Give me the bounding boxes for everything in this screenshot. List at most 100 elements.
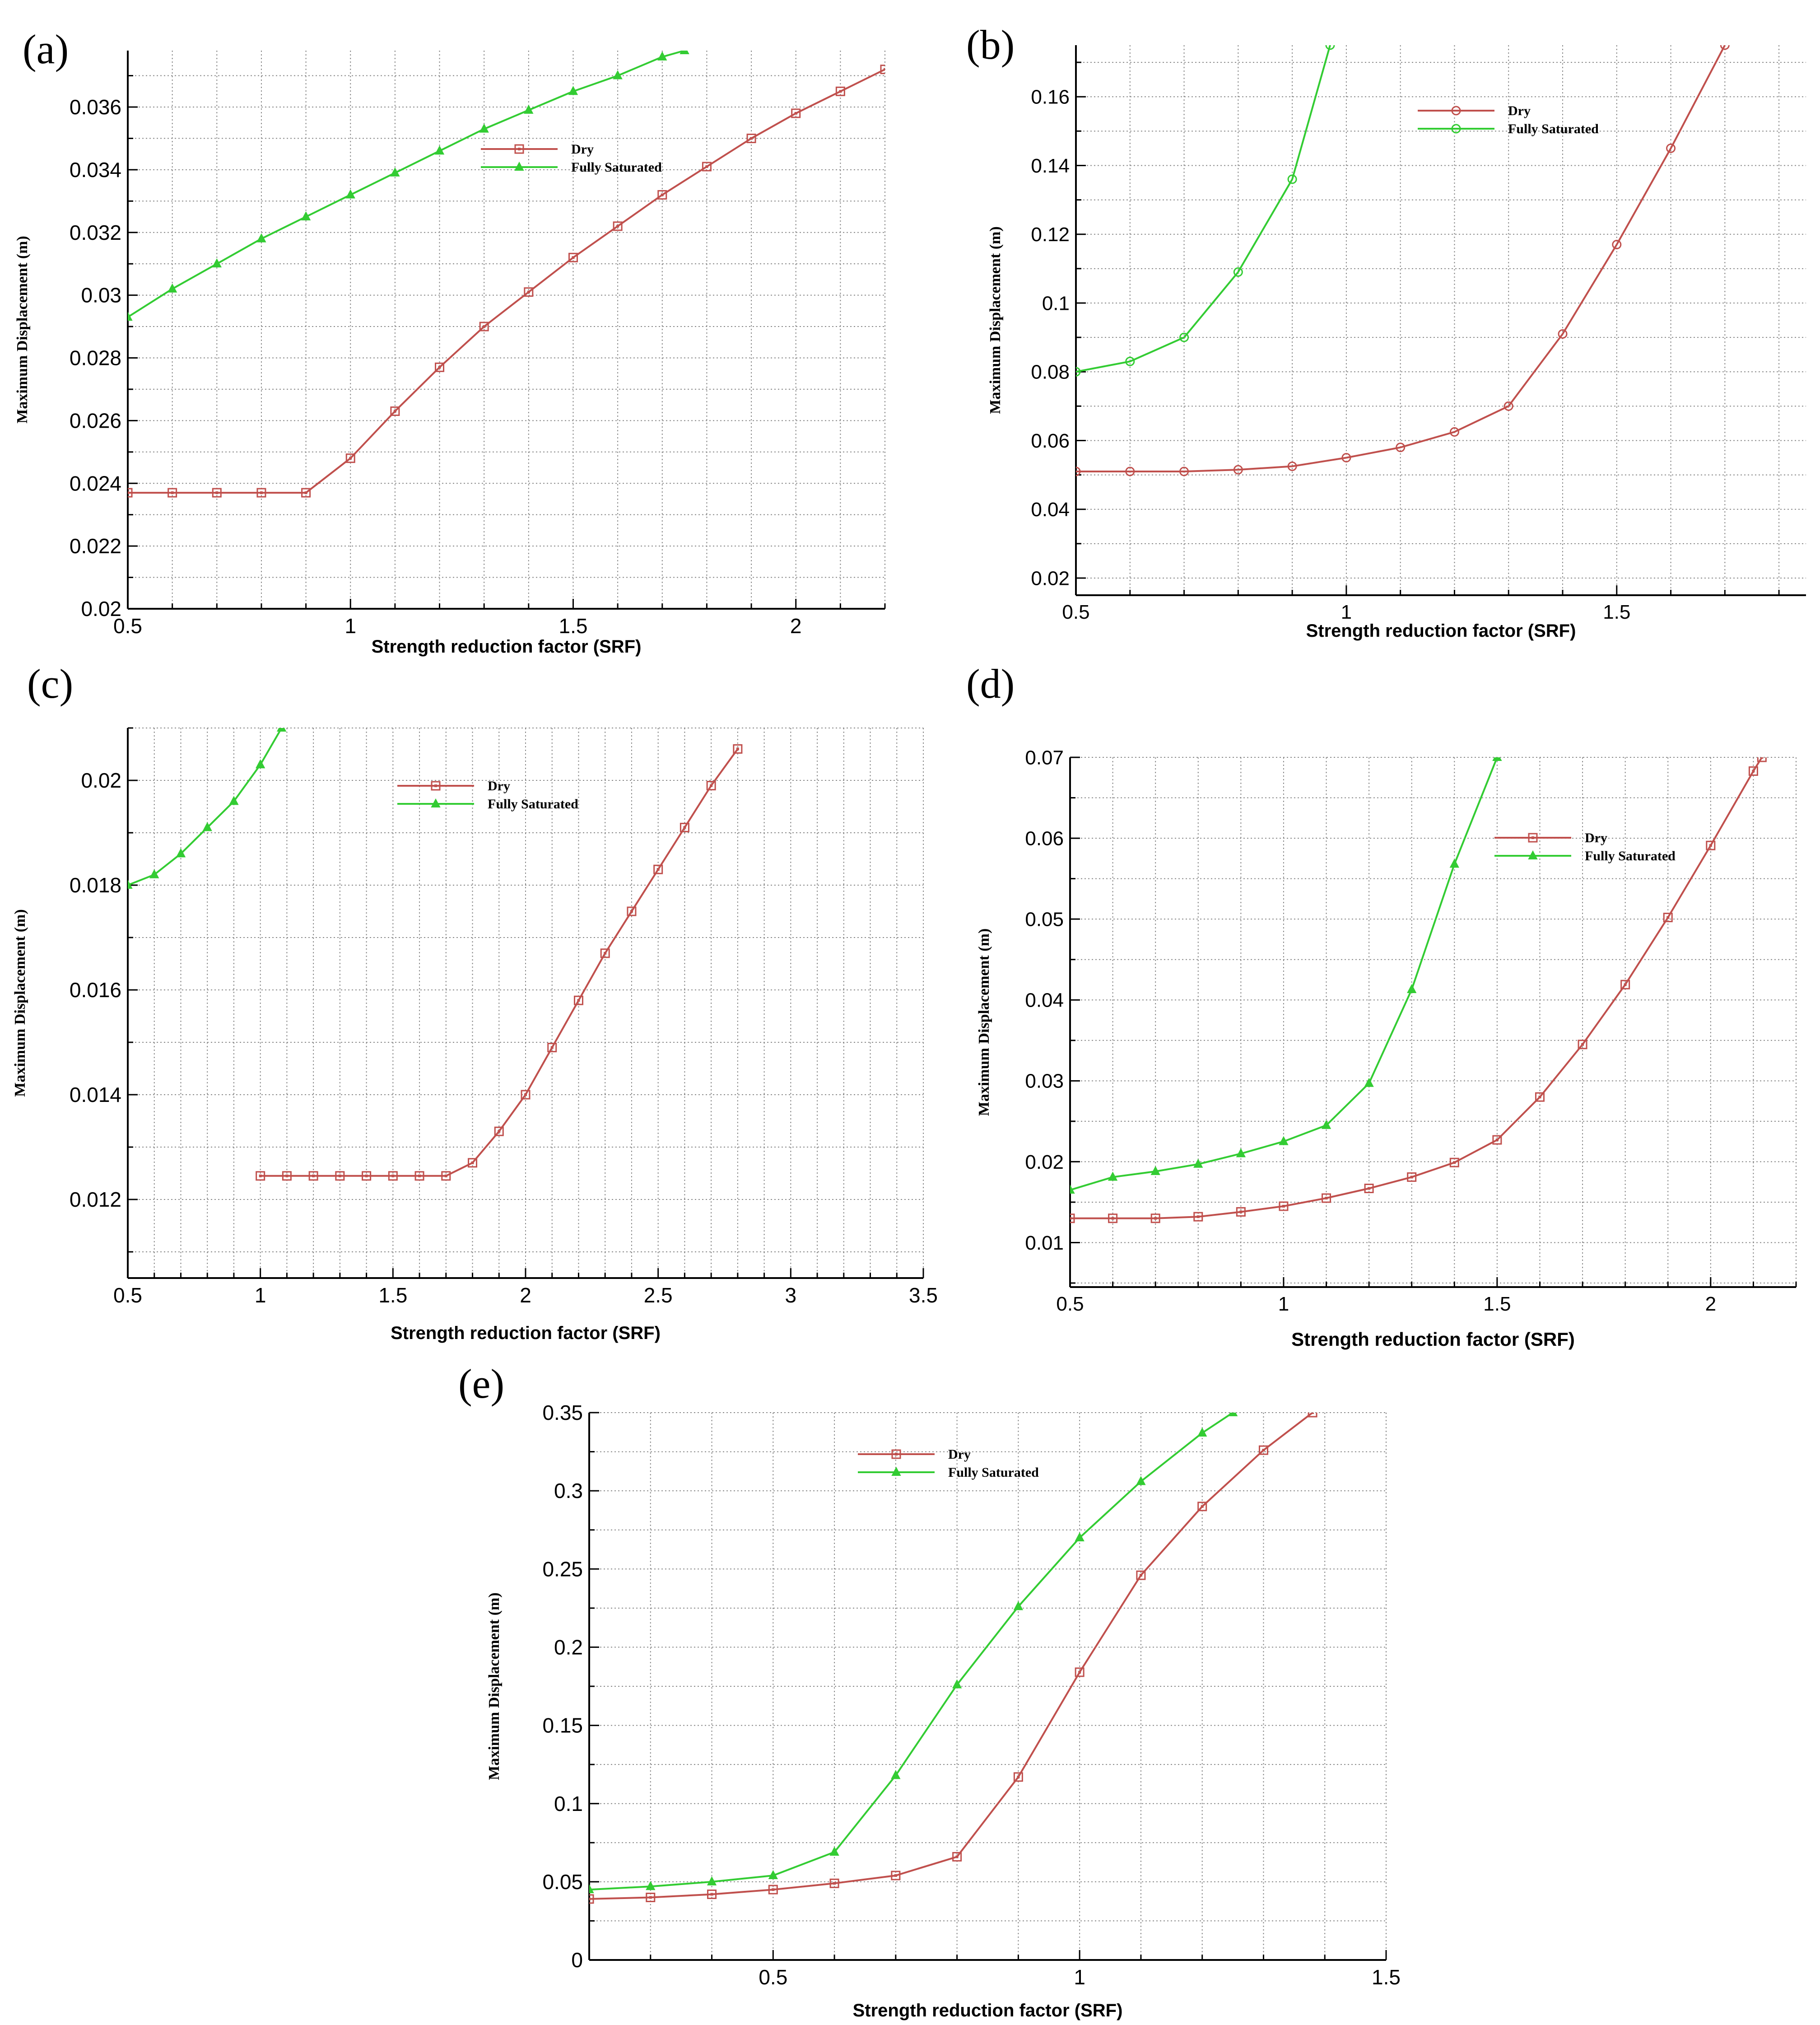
- data-point-marker: [390, 167, 400, 177]
- marker-square-center: [259, 1174, 262, 1177]
- y-tick-label: 0.012: [70, 1188, 121, 1211]
- data-point-marker: [952, 1679, 962, 1689]
- data-point-marker: [835, 86, 845, 96]
- data-point-marker: [891, 1449, 901, 1459]
- data-point-marker: [589, 1894, 594, 1904]
- data-point-marker: [1193, 1212, 1203, 1222]
- y-tick-label: 0.02: [81, 597, 121, 621]
- data-point-marker: [657, 51, 667, 61]
- y-tick-label: 0.026: [70, 409, 121, 432]
- data-point-marker: [1492, 1135, 1502, 1145]
- data-point-marker: [229, 796, 239, 805]
- marker-square: [256, 1171, 265, 1181]
- legend-label: Fully Saturated: [1585, 849, 1676, 863]
- data-point-marker: [479, 123, 489, 133]
- x-tick-label: 1.5: [378, 1283, 407, 1307]
- marker-square-center: [1282, 1204, 1285, 1208]
- y-tick-label: 0.25: [542, 1557, 583, 1581]
- marker-square-center: [1325, 1197, 1328, 1200]
- marker-square-center: [794, 112, 797, 115]
- data-point-marker: [1075, 1667, 1085, 1677]
- data-point-marker: [1236, 1148, 1246, 1157]
- y-tick-label: 0.15: [542, 1714, 583, 1737]
- marker-square-center: [1624, 983, 1627, 986]
- legend-label: Fully Saturated: [948, 1465, 1039, 1480]
- x-axis-title: Strength reduction factor (SRF): [1291, 1329, 1575, 1350]
- marker-square-center: [1495, 1138, 1499, 1142]
- data-point-marker: [514, 161, 524, 171]
- marker-square-center: [661, 193, 664, 196]
- data-point-marker: [1197, 1502, 1207, 1512]
- series-line: [128, 51, 685, 318]
- data-point-marker: [1308, 1413, 1317, 1418]
- chart-panel-b: (b) 0.5 1 1.5 0.02 0.04 0.06 0.08 0.1 0.12 0.14 0.1…: [966, 22, 1806, 641]
- marker-square: [1492, 1135, 1502, 1145]
- data-point-marker: [573, 995, 583, 1005]
- x-tick-label: 2.5: [644, 1283, 673, 1307]
- marker-square: [521, 1090, 531, 1100]
- marker-square-center: [1017, 1775, 1020, 1778]
- marker-square-center: [1709, 844, 1712, 847]
- marker-square: [1449, 1157, 1459, 1167]
- x-axis-title: Strength reduction factor (SRF): [853, 2001, 1123, 2020]
- marker-square-center: [483, 325, 486, 328]
- y-axis-title: Maximum Displacement (m): [14, 236, 31, 423]
- marker-square: [468, 1158, 478, 1168]
- marker-square-center: [338, 1174, 341, 1177]
- data-point-marker: [646, 1881, 656, 1890]
- series-fully-saturated: [128, 728, 287, 889]
- marker-square-center: [1311, 1413, 1314, 1414]
- data-point-marker: [1287, 462, 1297, 471]
- data-point-marker: [706, 781, 716, 791]
- y-tick-label: 0.16: [1031, 86, 1070, 108]
- data-point-marker: [768, 1885, 778, 1894]
- marker-square-center: [839, 90, 842, 93]
- series-line: [128, 68, 885, 494]
- series-line: [589, 1413, 1234, 1891]
- data-point-marker: [434, 145, 445, 155]
- marker-square: [128, 488, 133, 498]
- panel-label: (c): [27, 661, 73, 707]
- marker-square-center: [471, 1161, 474, 1164]
- marker-square-center: [434, 784, 437, 787]
- x-tick-label: 1.5: [1483, 1293, 1511, 1315]
- marker-square-center: [527, 290, 530, 294]
- marker-square: [435, 362, 445, 372]
- marker-square: [1236, 1207, 1246, 1217]
- marker-square: [1279, 1201, 1289, 1211]
- legend: Dry Fully Saturated: [858, 1447, 1039, 1480]
- data-point-marker: [1013, 1772, 1023, 1782]
- marker-square-center: [1538, 1096, 1541, 1099]
- marker-square-center: [285, 1174, 289, 1177]
- marker-square: [282, 1171, 292, 1181]
- data-point-marker: [168, 488, 177, 498]
- legend: Dry Fully Saturated: [1494, 831, 1676, 863]
- marker-square-center: [604, 952, 607, 955]
- x-tick-label: 1: [344, 614, 356, 638]
- data-point-marker: [547, 1043, 557, 1053]
- data-point-marker: [256, 488, 266, 498]
- data-point-marker: [829, 1846, 839, 1856]
- data-point-marker: [176, 848, 186, 858]
- data-point-marker: [1748, 766, 1758, 776]
- marker-square-center: [365, 1174, 368, 1177]
- data-point-marker: [1578, 1040, 1587, 1050]
- data-point-marker: [362, 1171, 372, 1181]
- marker-square: [414, 1171, 424, 1181]
- data-point-marker: [1197, 1427, 1207, 1437]
- marker-square-center: [1239, 1210, 1243, 1213]
- y-tick-label: 0.2: [554, 1636, 583, 1659]
- marker-square-center: [418, 1174, 421, 1177]
- data-point-marker: [212, 258, 222, 268]
- y-axis-title: Maximum Displacement (m): [987, 226, 1004, 414]
- data-point-marker: [301, 211, 311, 221]
- marker-square-center: [895, 1453, 898, 1456]
- data-point-marker: [600, 948, 610, 958]
- marker-square: [1364, 1184, 1374, 1194]
- chart-panel-c: (c) 0.5 1 1.5 2 2.5 3 3.5 0.012 0.014 0.016 0.018 0.…: [12, 661, 938, 1343]
- marker-square: [627, 906, 637, 916]
- y-tick-label: 0.02: [1025, 1151, 1064, 1173]
- legend: Dry Fully Saturated: [397, 779, 578, 812]
- legend-label: Fully Saturated: [571, 160, 662, 175]
- marker-square-center: [304, 491, 307, 495]
